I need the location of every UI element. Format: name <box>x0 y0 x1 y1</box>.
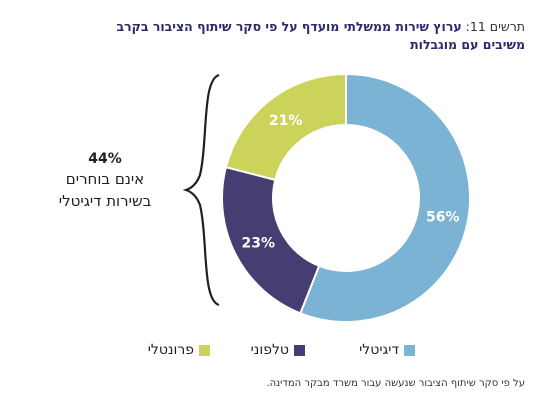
legend-label-phone: טלפוני <box>250 342 289 358</box>
legend-label-frontal: פרונטלי <box>147 342 194 358</box>
title-line-2: משיבים עם מוגבלות <box>410 37 525 52</box>
donut-slices <box>221 72 471 323</box>
legend: דיגיטלי טלפוני פרונטלי <box>130 342 415 364</box>
donut-slice-frontal <box>224 72 347 182</box>
annotation-percent: 44% <box>88 151 122 167</box>
legend-swatch-frontal <box>199 344 210 356</box>
slice-label-digital: 56% <box>426 209 460 225</box>
legend-swatch-phone <box>294 344 305 356</box>
brace-annotation-mark <box>182 73 220 307</box>
annotation-block: 44% אינם בוחרים בשירות דיגיטלי <box>30 150 180 212</box>
legend-item-phone: טלפוני <box>251 342 305 358</box>
title-prefix: תרשים 11: <box>465 19 525 34</box>
legend-swatch-digital <box>404 344 415 356</box>
annotation-line-2: בשירות דיגיטלי <box>58 192 152 210</box>
slice-label-frontal: 21% <box>269 113 303 129</box>
donut-labels: 56% 23% 21% <box>241 113 459 252</box>
legend-item-digital: דיגיטלי <box>359 342 415 358</box>
slice-label-phone: 23% <box>241 236 275 252</box>
title-main: ערוץ שירות ממשלתי מועדף על פי סקר שיתוף … <box>116 19 462 34</box>
source-note: על פי סקר שיתוף הציבור שנעשה עבור משרד מ… <box>266 378 525 389</box>
title-line-1: תרשים 11: ערוץ שירות ממשלתי מועדף על פי … <box>5 18 525 36</box>
legend-label-digital: דיגיטלי <box>359 342 399 358</box>
chart-title: תרשים 11: ערוץ שירות ממשלתי מועדף על פי … <box>5 18 525 54</box>
donut-slice-phone <box>221 165 321 315</box>
annotation-line-1: אינם בוחרים <box>65 170 145 188</box>
donut-slice-digital <box>299 72 471 323</box>
legend-item-frontal: פרונטלי <box>148 342 210 358</box>
